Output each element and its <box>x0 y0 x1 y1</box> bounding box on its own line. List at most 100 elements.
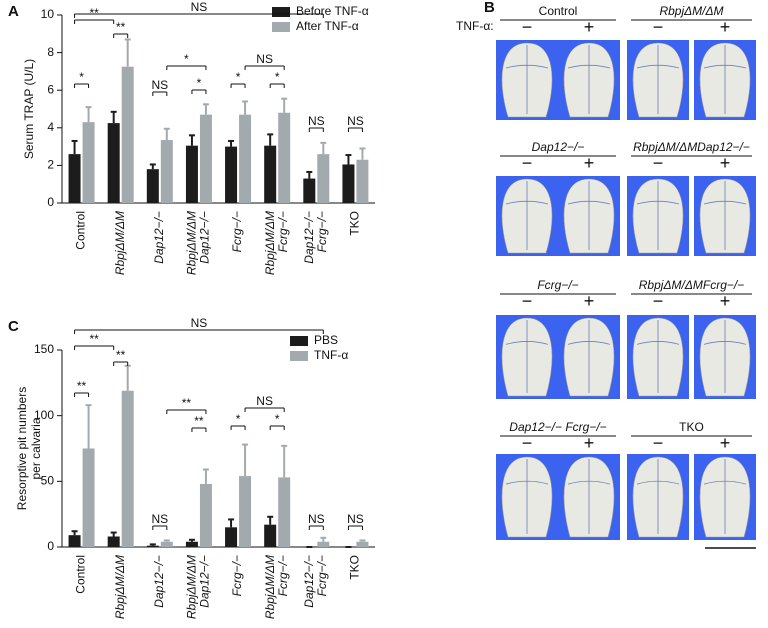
x-tick-label: Dap12−/− <box>152 555 166 608</box>
bar <box>278 112 291 203</box>
suture <box>636 181 680 250</box>
significance-label: ** <box>182 396 192 410</box>
error-bar <box>149 543 156 546</box>
error-bar <box>359 147 366 160</box>
error-bar <box>163 539 170 542</box>
legend-swatch <box>290 351 308 361</box>
x-tick-label: RbpjΔM/ΔM <box>263 211 277 275</box>
x-tick-label: Control <box>74 211 88 250</box>
group-title: RbpjΔM/ΔMFcrg−/− <box>639 278 744 292</box>
significance-label: NS <box>256 52 273 66</box>
y-axis-label: Serum TRAP (U/L) <box>22 59 36 159</box>
significance-label: NS <box>151 78 168 92</box>
y-tick-label: 100 <box>34 408 54 422</box>
x-tick-label: Fcrg−/− <box>276 211 290 252</box>
group-title: Dap12−/− <box>532 140 585 154</box>
significance-label: NS <box>256 394 273 408</box>
significance-label: ** <box>89 6 99 20</box>
error-bar <box>359 539 366 542</box>
legend-swatch <box>290 336 308 346</box>
x-tick-label: Fcrg−/− <box>230 555 244 596</box>
significance-label: ** <box>194 414 204 428</box>
error-bar <box>71 530 78 536</box>
bar <box>317 541 330 547</box>
y-axis-label: Resorptive pit numbers <box>15 387 29 510</box>
minus-sign: − <box>522 291 533 311</box>
error-bar <box>228 139 235 147</box>
suture <box>567 459 611 534</box>
x-tick-label: Control <box>74 555 88 594</box>
plus-sign: + <box>584 433 595 453</box>
bar <box>82 448 95 547</box>
bar <box>225 527 238 547</box>
error-bar <box>110 531 117 537</box>
suture <box>505 320 549 393</box>
group-title: Dap12−/− Fcrg−/− <box>509 420 606 434</box>
x-tick-label: Fcrg−/− <box>315 211 329 252</box>
legend-label: PBS <box>314 333 338 347</box>
error-bar <box>149 163 156 170</box>
y-tick-label: 0 <box>47 195 54 209</box>
significance-label: ** <box>116 20 126 34</box>
plus-sign: + <box>720 433 731 453</box>
minus-sign: − <box>522 433 533 453</box>
error-bar <box>110 110 117 124</box>
bar <box>121 390 134 547</box>
y-tick-label: 150 <box>34 342 54 356</box>
y-tick-label: 8 <box>47 45 54 59</box>
significance-label: * <box>79 70 84 84</box>
significance-label: NS <box>151 512 168 526</box>
plus-sign: + <box>584 291 595 311</box>
bar <box>68 154 81 203</box>
legend-label: TNF-α <box>314 348 348 362</box>
bar <box>239 476 252 547</box>
suture <box>567 45 611 114</box>
suture <box>636 45 680 114</box>
significance-label: * <box>197 76 202 90</box>
suture <box>567 181 611 250</box>
group-title: Fcrg−/− <box>537 278 578 292</box>
error-bar <box>242 100 249 115</box>
significance-label: ** <box>89 332 99 346</box>
error-bar <box>242 443 249 477</box>
x-tick-label: Dap12−/− <box>302 211 316 264</box>
minus-sign: − <box>522 17 533 37</box>
bar <box>225 146 238 203</box>
significance-label: * <box>236 70 241 84</box>
group-title: TKO <box>679 420 704 434</box>
minus-sign: − <box>653 17 664 37</box>
bar <box>160 541 173 547</box>
plus-sign: + <box>584 17 595 37</box>
suture <box>567 320 611 393</box>
error-bar <box>345 154 352 165</box>
error-bar <box>124 364 131 391</box>
bar <box>342 164 355 203</box>
y-tick-label: 2 <box>47 158 54 172</box>
x-tick-label: RbpjΔM/ΔM <box>113 555 127 619</box>
x-tick-label: Dap12−/− <box>152 211 166 264</box>
plus-sign: + <box>720 153 731 173</box>
x-tick-label: Dap12−/− <box>198 555 212 608</box>
significance-label: * <box>184 52 189 66</box>
y-tick-label: 6 <box>47 82 54 96</box>
error-bar <box>202 103 209 115</box>
x-tick-label: TKO <box>348 555 362 580</box>
suture <box>636 320 680 393</box>
significance-label: ** <box>116 348 126 362</box>
bar <box>185 145 198 203</box>
bar <box>107 536 120 547</box>
x-tick-label: RbpjΔM/ΔM <box>113 211 127 275</box>
y-tick-label: 50 <box>41 474 55 488</box>
suture <box>703 181 747 250</box>
bar <box>146 169 159 203</box>
plus-sign: + <box>720 17 731 37</box>
error-bar <box>71 139 78 155</box>
y-tick-label: 0 <box>47 539 54 553</box>
y-tick-label: 10 <box>41 7 55 21</box>
error-bar <box>267 133 274 146</box>
panel-label: C <box>8 318 19 335</box>
suture <box>703 320 747 393</box>
minus-sign: − <box>522 153 533 173</box>
x-tick-label: RbpjΔM/ΔM <box>185 211 199 275</box>
significance-label: NS <box>347 114 364 128</box>
